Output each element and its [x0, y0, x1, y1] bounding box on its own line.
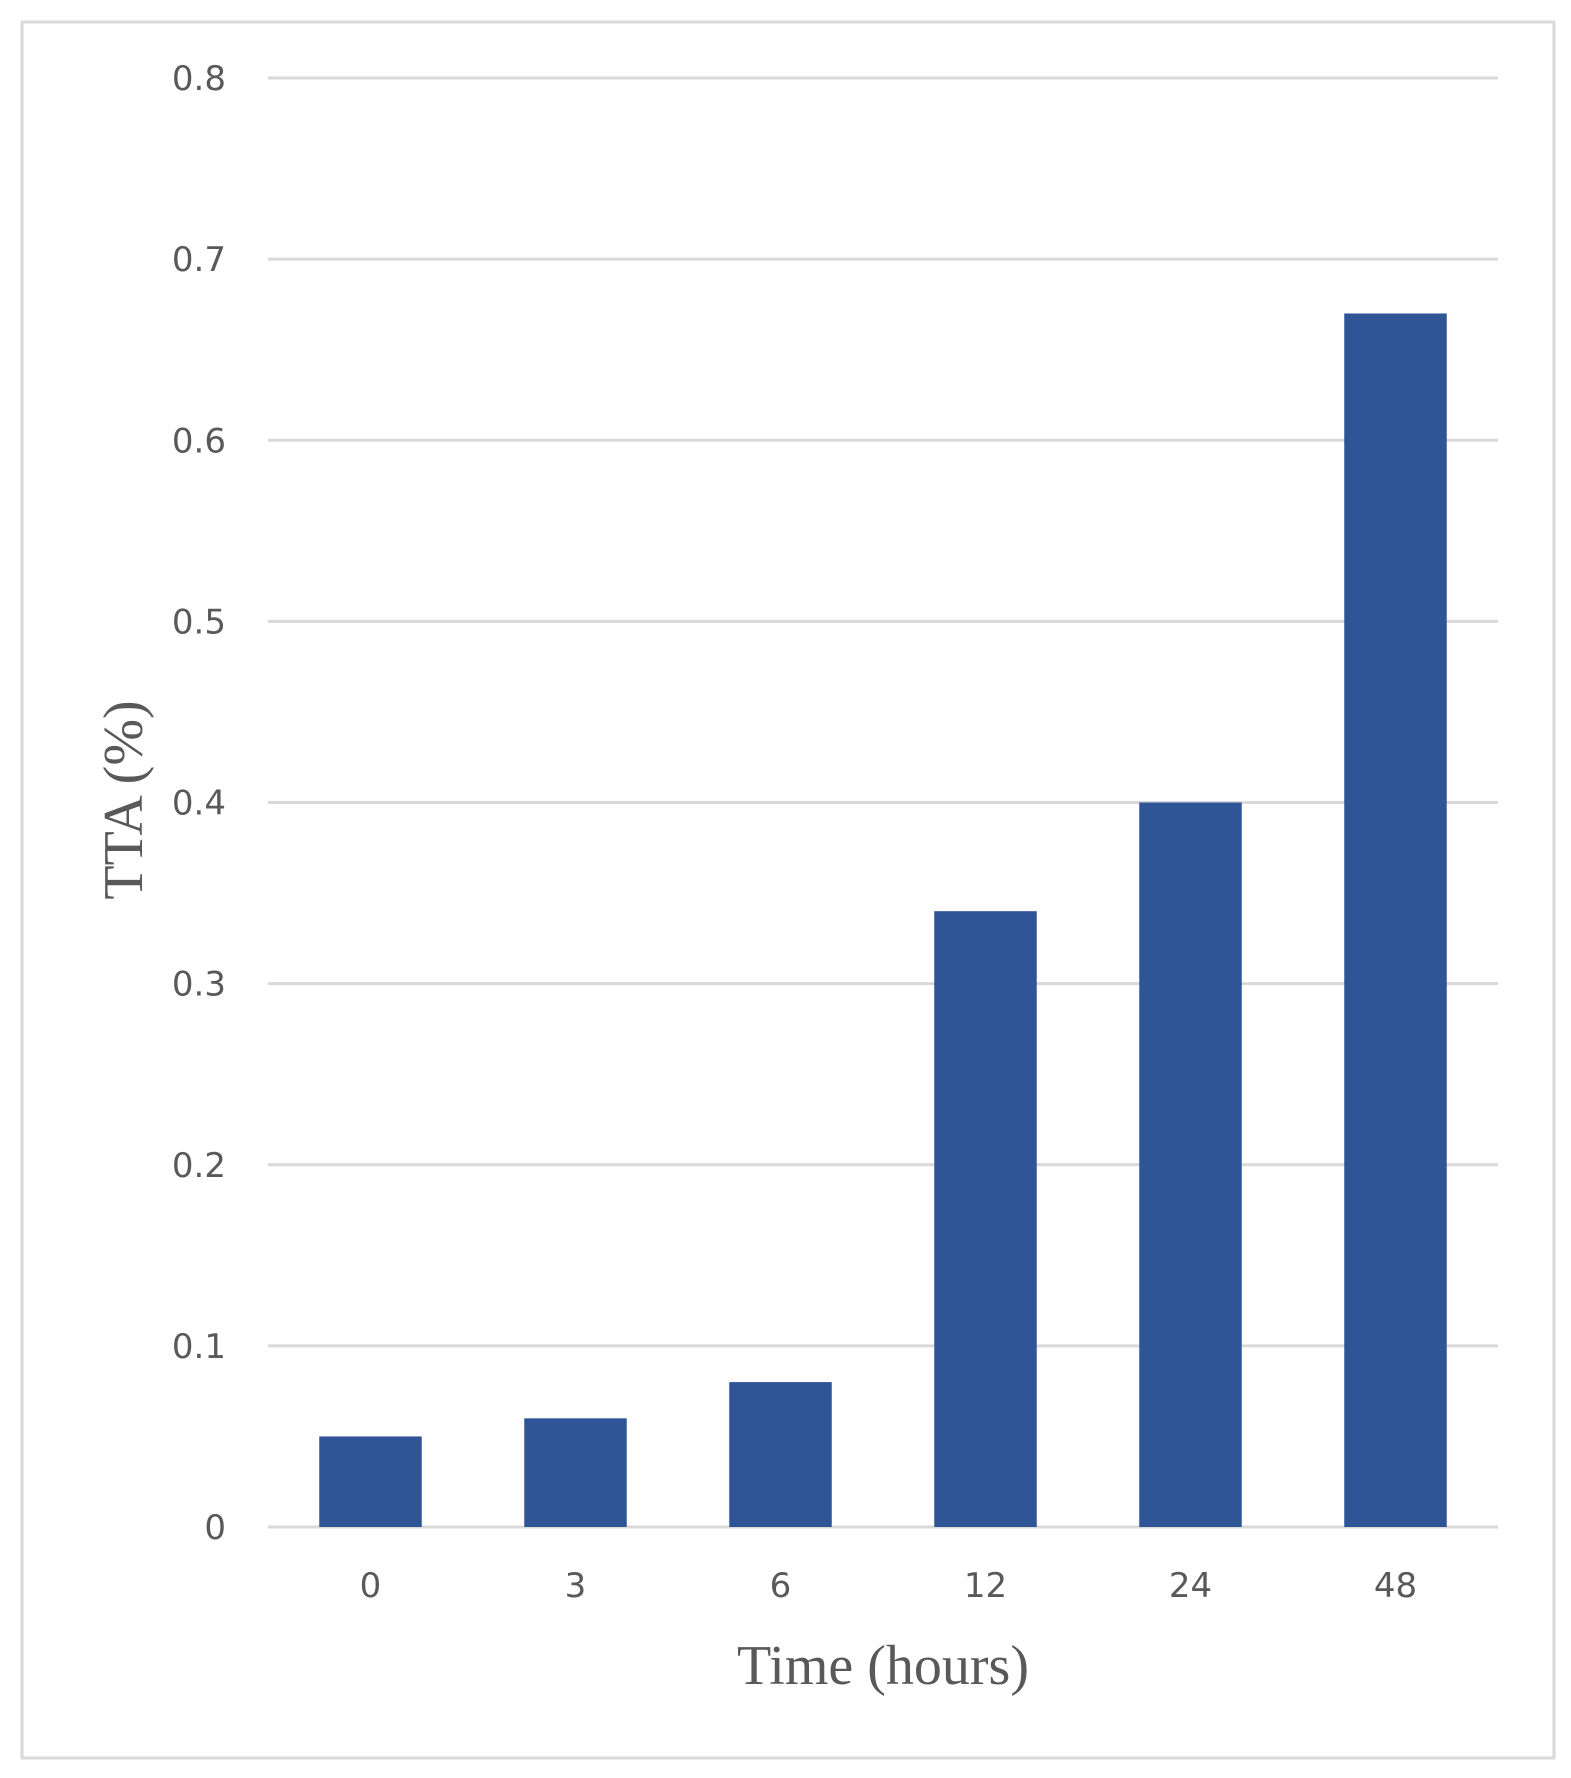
y-tick-label: 0	[204, 1508, 226, 1548]
x-tick-label: 12	[964, 1566, 1007, 1606]
bar	[1139, 802, 1242, 1527]
y-tick-label: 0.4	[172, 784, 226, 824]
bar	[1344, 313, 1447, 1527]
x-tick-label: 3	[565, 1566, 587, 1606]
bar	[524, 1418, 627, 1527]
bars	[319, 313, 1447, 1527]
y-tick-label: 0.8	[172, 59, 226, 99]
y-tick-label: 0.3	[172, 965, 226, 1005]
y-tick-label: 0.2	[172, 1146, 226, 1186]
x-tick-label: 24	[1169, 1566, 1212, 1606]
x-tick-label: 0	[360, 1566, 382, 1606]
y-tick-label: 0.6	[172, 421, 226, 461]
y-axis-title: TTA (%)	[93, 700, 155, 899]
y-tick-label: 0.1	[172, 1327, 226, 1367]
x-axis-title: Time (hours)	[737, 1635, 1029, 1697]
x-axis-ticks: 0 3 6 12 24 48	[360, 1566, 1417, 1606]
bar	[729, 1382, 832, 1527]
y-tick-label: 0.5	[172, 602, 226, 642]
bar	[934, 911, 1037, 1527]
x-tick-label: 48	[1374, 1566, 1417, 1606]
y-tick-label: 0.7	[172, 240, 226, 280]
x-tick-label: 6	[770, 1566, 792, 1606]
gridlines	[268, 76, 1498, 1529]
bar	[319, 1436, 422, 1527]
y-axis-ticks: 0 0.1 0.2 0.3 0.4 0.5 0.6 0.7 0.8	[172, 59, 226, 1548]
